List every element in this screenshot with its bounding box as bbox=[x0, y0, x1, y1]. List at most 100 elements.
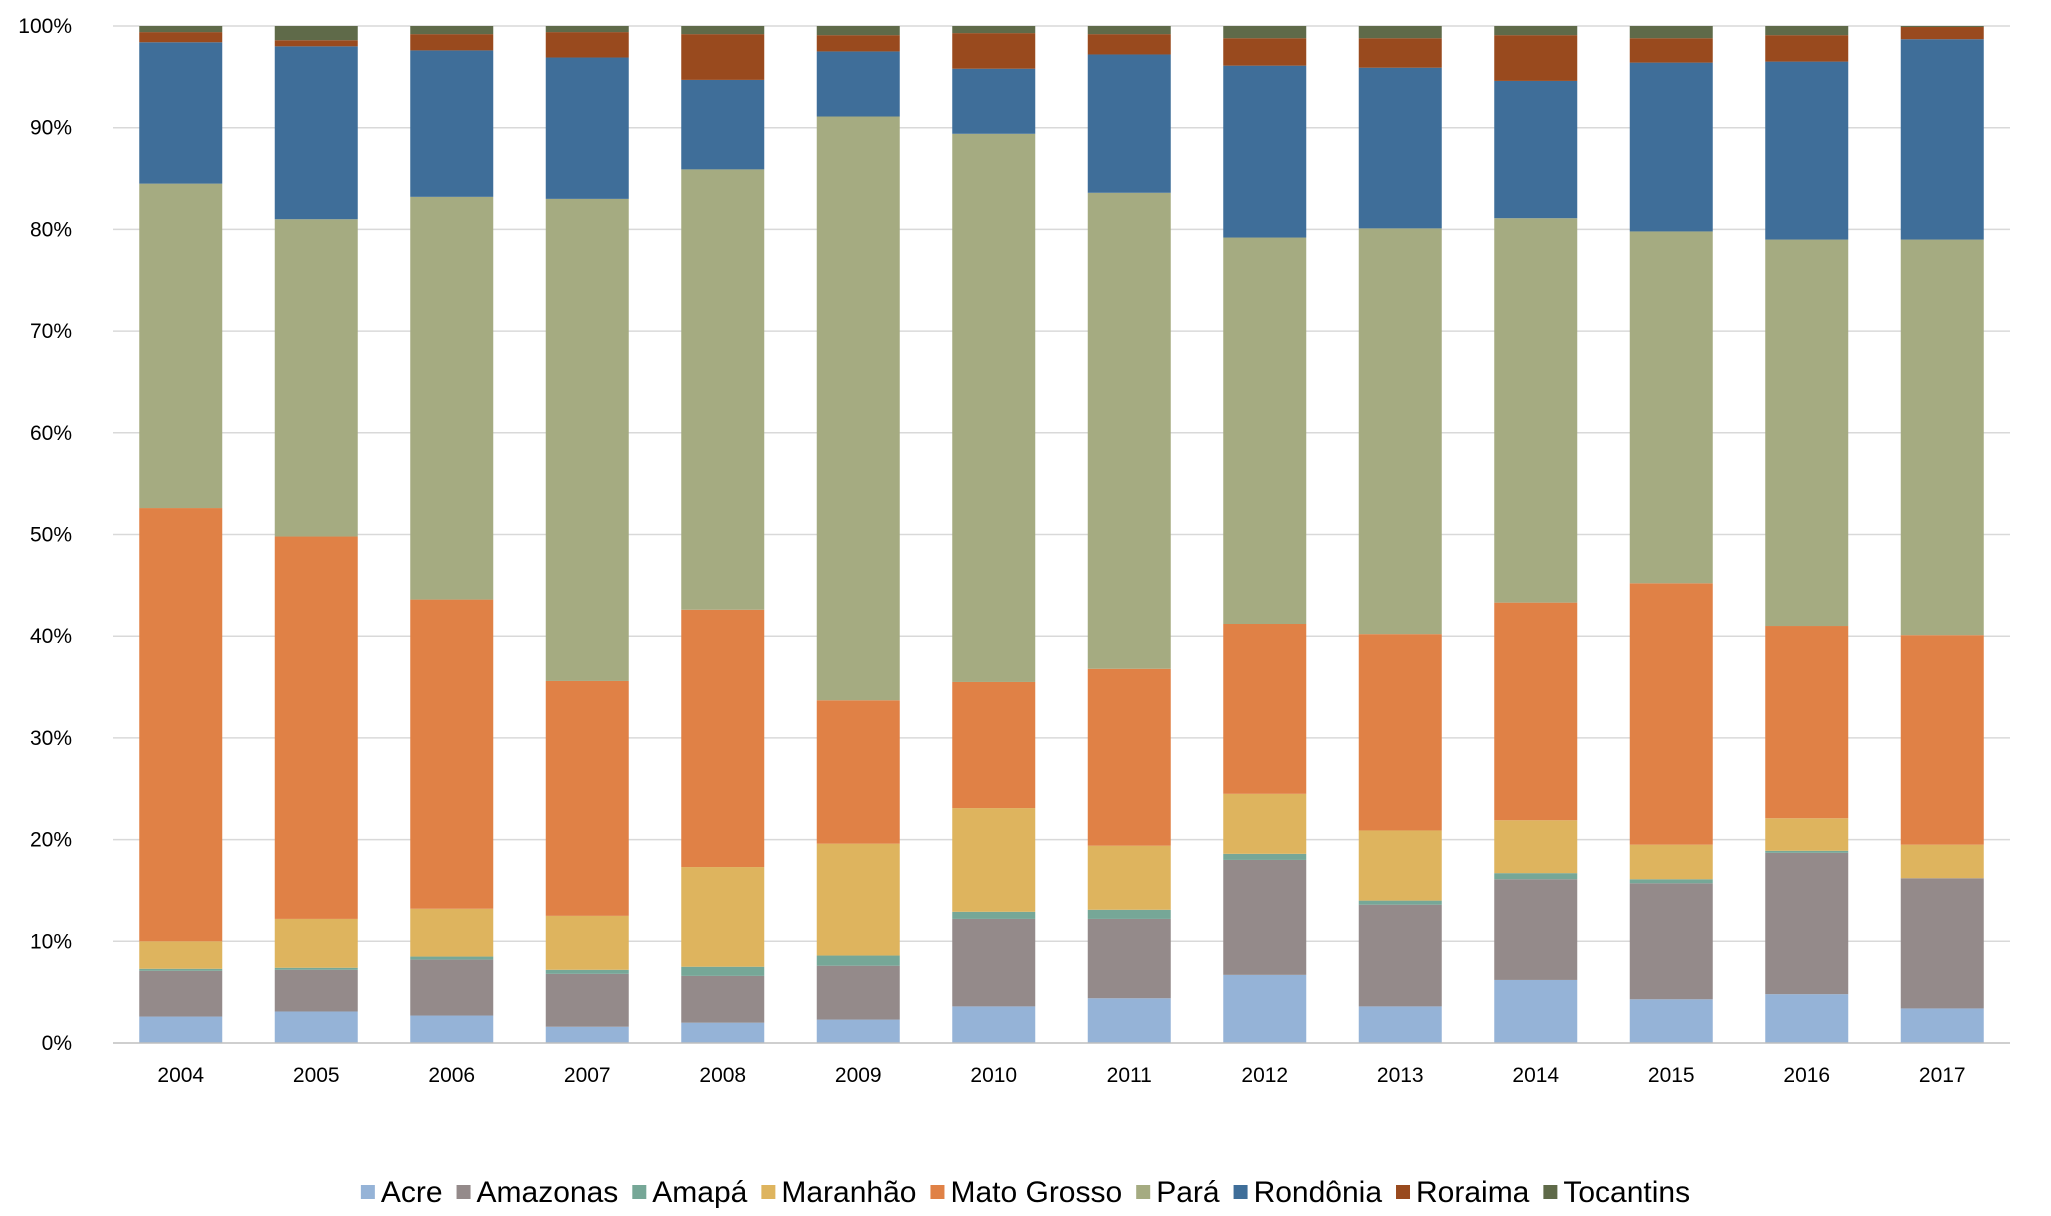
bar-segment-rondônia-2014: Rondônia 2014: 13.5% bbox=[1494, 80, 1578, 219]
legend-label: Amapá bbox=[652, 1176, 747, 1209]
bar-segment-amazonas-2016: Amazonas 2016: 13.9% bbox=[1765, 852, 1849, 995]
bar-segment-rondônia-2011: Rondônia 2011: 13.6% bbox=[1087, 54, 1171, 193]
y-tick-label: 70% bbox=[30, 320, 72, 343]
bar-segment-roraima-2011: Roraima 2011: 2% bbox=[1087, 34, 1171, 55]
bar-segment-mato-grosso-2017: Mato Grosso 2017: 20.6% bbox=[1900, 635, 1984, 845]
bar-segment-acre-2016: Acre 2016: 4.8% bbox=[1765, 994, 1849, 1043]
bar-stack-2010: Acre 2010: 3.6%Amazonas 2010: 8.6%Amapá … bbox=[952, 26, 1036, 1043]
bar-segment-mato-grosso-2006: Mato Grosso 2006: 30.4% bbox=[410, 599, 494, 909]
bar-segment-pará-2015: Pará 2015: 34.6% bbox=[1629, 231, 1713, 584]
bar-segment-amapá-2005: Amapá 2005: 0.2% bbox=[274, 967, 358, 970]
bar-stack-2004: Acre 2004: 2.6%Amazonas 2004: 4.5%Amapá … bbox=[139, 26, 223, 1043]
bar-segment-amazonas-2010: Amazonas 2010: 8.6% bbox=[952, 918, 1036, 1007]
bar-segment-amapá-2009: Amapá 2009: 1% bbox=[816, 955, 900, 966]
bar-stack-2005: Acre 2005: 3.1%Amazonas 2005: 4.1%Amapá … bbox=[274, 26, 358, 1043]
bar-segment-acre-2006: Acre 2006: 2.7% bbox=[410, 1015, 494, 1043]
bar-segment-rondônia-2005: Rondônia 2005: 17% bbox=[274, 46, 358, 220]
bar-segment-rondônia-2004: Rondônia 2004: 13.9% bbox=[139, 42, 223, 184]
bar-segment-tocantins-2004: Tocantins 2004: 0.6% bbox=[139, 26, 223, 33]
bar-segment-maranhão-2006: Maranhão 2006: 4.7% bbox=[410, 908, 494, 957]
bar-segment-tocantins-2007: Tocantins 2007: 0.6% bbox=[545, 26, 629, 33]
bar-stack-2006: Acre 2006: 2.7%Amazonas 2006: 5.5%Amapá … bbox=[410, 26, 494, 1043]
bar-segment-rondônia-2010: Rondônia 2010: 6.4% bbox=[952, 68, 1036, 134]
bar-segment-mato-grosso-2005: Mato Grosso 2005: 37.6% bbox=[274, 536, 358, 919]
y-tick-label: 90% bbox=[30, 117, 72, 140]
bar-segment-mato-grosso-2004: Mato Grosso 2004: 42.6% bbox=[139, 508, 223, 942]
bar-stacks: Acre 2004: 2.6%Amazonas 2004: 4.5%Amapá … bbox=[139, 26, 1984, 1043]
x-tick-label: 2004 bbox=[157, 1064, 204, 1087]
bar-segment-tocantins-2006: Tocantins 2006: 0.8% bbox=[410, 26, 494, 35]
x-tick-label: 2015 bbox=[1648, 1064, 1695, 1087]
bar-segment-acre-2010: Acre 2010: 3.6% bbox=[952, 1006, 1036, 1043]
x-tick-label: 2008 bbox=[699, 1064, 746, 1087]
legend-label: Mato Grosso bbox=[950, 1176, 1122, 1209]
bar-segment-maranhão-2014: Maranhão 2014: 5.2% bbox=[1494, 820, 1578, 874]
bar-segment-amazonas-2014: Amazonas 2014: 9.9% bbox=[1494, 879, 1578, 980]
bar-segment-mato-grosso-2011: Mato Grosso 2011: 17.4% bbox=[1087, 668, 1171, 846]
bar-segment-acre-2017: Acre 2017: 3.4% bbox=[1900, 1008, 1984, 1043]
bar-stack-2013: Acre 2013: 3.6%Amazonas 2013: 10%Amapá 2… bbox=[1358, 26, 1442, 1043]
bar-segment-maranhão-2004: Maranhão 2004: 2.7% bbox=[139, 941, 223, 969]
x-tick-label: 2010 bbox=[970, 1064, 1017, 1087]
bar-segment-tocantins-2016: Tocantins 2016: 0.9% bbox=[1765, 26, 1849, 36]
bar-segment-rondônia-2007: Rondônia 2007: 13.9% bbox=[545, 57, 629, 199]
legend-swatch bbox=[1136, 1185, 1151, 1199]
bar-segment-amapá-2006: Amapá 2006: 0.3% bbox=[410, 956, 494, 960]
bar-segment-maranhão-2010: Maranhão 2010: 10.2% bbox=[952, 808, 1036, 912]
y-tick-label: 80% bbox=[30, 218, 72, 241]
bar-segment-pará-2011: Pará 2011: 46.8% bbox=[1087, 192, 1171, 669]
bar-segment-tocantins-2012: Tocantins 2012: 1.2% bbox=[1223, 26, 1307, 39]
bar-segment-pará-2017: Pará 2017: 38.9% bbox=[1900, 239, 1984, 636]
bar-segment-tocantins-2017: Tocantins 2017: 0.1% bbox=[1900, 26, 1984, 28]
bar-segment-rondônia-2016: Rondônia 2016: 17.5% bbox=[1765, 61, 1849, 240]
bar-segment-pará-2004: Pará 2004: 31.9% bbox=[139, 183, 223, 509]
bar-segment-mato-grosso-2008: Mato Grosso 2008: 25.3% bbox=[681, 609, 765, 868]
bar-segment-amazonas-2012: Amazonas 2012: 11.3% bbox=[1223, 859, 1307, 975]
bar-segment-pará-2005: Pará 2005: 31.2% bbox=[274, 219, 358, 537]
bar-segment-acre-2004: Acre 2004: 2.6% bbox=[139, 1016, 223, 1043]
legend-swatch bbox=[1543, 1185, 1558, 1199]
x-tick-label: 2012 bbox=[1241, 1064, 1288, 1087]
bar-segment-tocantins-2015: Tocantins 2015: 1.2% bbox=[1629, 26, 1713, 39]
bar-segment-tocantins-2014: Tocantins 2014: 0.9% bbox=[1494, 26, 1578, 36]
bar-stack-2015: Acre 2015: 4.3%Amazonas 2015: 11.4%Amapá… bbox=[1629, 26, 1713, 1043]
bar-segment-pará-2013: Pará 2013: 39.9% bbox=[1358, 228, 1442, 635]
bar-segment-pará-2007: Pará 2007: 47.4% bbox=[545, 198, 629, 681]
axes: 0% 10% 20% 30% 40% 50% 60% 70% 80% 90% 100% 2004 200… bbox=[18, 15, 2010, 1087]
legend-swatch bbox=[930, 1185, 945, 1199]
bar-segment-maranhão-2011: Maranhão 2011: 6.3% bbox=[1087, 845, 1171, 910]
y-tick-label: 100% bbox=[18, 15, 72, 38]
legend-swatch bbox=[1396, 1185, 1411, 1199]
x-tick-label: 2009 bbox=[835, 1064, 882, 1087]
bar-segment-amazonas-2017: Amazonas 2017: 12.8% bbox=[1900, 878, 1984, 1009]
bar-segment-roraima-2010: Roraima 2010: 3.5% bbox=[952, 33, 1036, 69]
y-tick-label: 60% bbox=[30, 422, 72, 445]
bar-segment-tocantins-2011: Tocantins 2011: 0.8% bbox=[1087, 26, 1171, 35]
bar-segment-tocantins-2010: Tocantins 2010: 0.7% bbox=[952, 26, 1036, 34]
x-tick-label: 2011 bbox=[1107, 1064, 1152, 1087]
bar-stack-2012: Acre 2012: 6.7%Amazonas 2012: 11.3%Amapá… bbox=[1223, 26, 1307, 1043]
legend-item-roraima: Roraima bbox=[1396, 1176, 1530, 1209]
bar-segment-roraima-2008: Roraima 2008: 4.5% bbox=[681, 34, 765, 80]
bar-segment-acre-2014: Acre 2014: 6.2% bbox=[1494, 979, 1578, 1043]
y-tick-label: 20% bbox=[30, 829, 72, 852]
legend-swatch bbox=[632, 1185, 647, 1199]
legend-swatch bbox=[456, 1185, 471, 1199]
bar-segment-roraima-2015: Roraima 2015: 2.4% bbox=[1629, 38, 1713, 63]
bar-segment-amazonas-2011: Amazonas 2011: 7.8% bbox=[1087, 918, 1171, 999]
bar-segment-pará-2006: Pará 2006: 39.6% bbox=[410, 196, 494, 600]
y-tick-label: 30% bbox=[30, 727, 72, 750]
bar-segment-rondônia-2015: Rondônia 2015: 16.6% bbox=[1629, 62, 1713, 232]
legend-item-amapá: Amapá bbox=[632, 1176, 748, 1209]
bar-segment-roraima-2006: Roraima 2006: 1.6% bbox=[410, 34, 494, 51]
bar-segment-pará-2012: Pará 2012: 38% bbox=[1223, 237, 1307, 624]
bar-segment-rondônia-2012: Rondônia 2012: 16.9% bbox=[1223, 65, 1307, 238]
bar-segment-rondônia-2008: Rondônia 2008: 8.8% bbox=[681, 79, 765, 170]
bar-segment-maranhão-2016: Maranhão 2016: 3.2% bbox=[1765, 818, 1849, 851]
legend-label: Tocantins bbox=[1563, 1176, 1690, 1209]
bar-segment-roraima-2017: Roraima 2017: 1.2% bbox=[1900, 27, 1984, 40]
legend-label: Maranhão bbox=[781, 1176, 916, 1209]
bar-segment-mato-grosso-2013: Mato Grosso 2013: 19.3% bbox=[1358, 634, 1442, 831]
legend-label: Amazonas bbox=[477, 1176, 619, 1209]
